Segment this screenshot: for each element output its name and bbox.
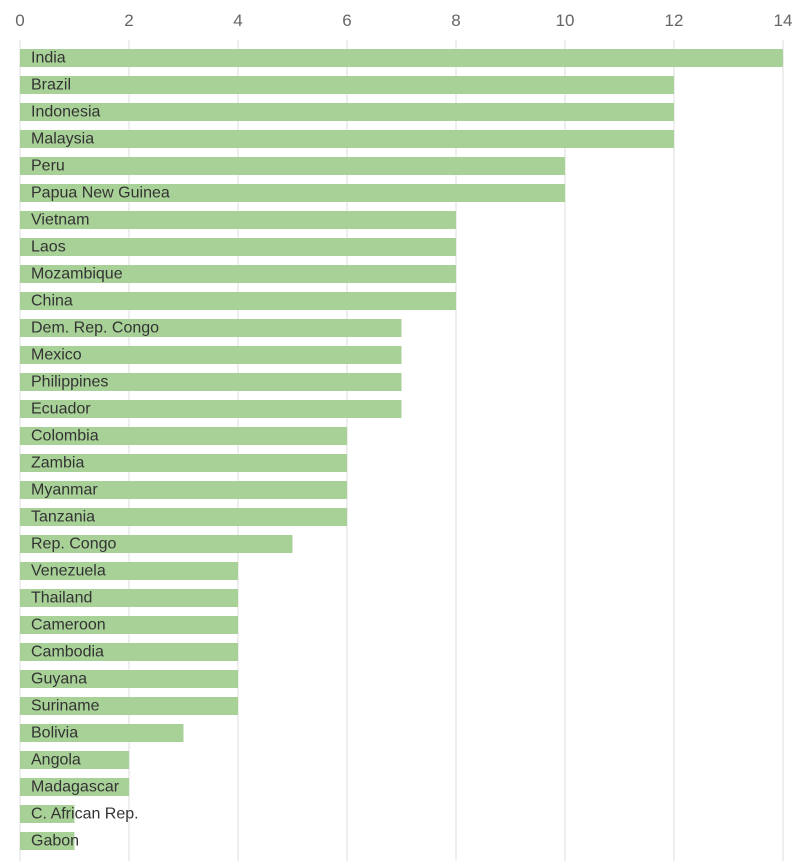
category-label: Laos (31, 239, 66, 256)
category-label: Thailand (31, 590, 92, 607)
bar (20, 373, 402, 391)
category-label: Guyana (31, 671, 87, 688)
x-tick-label: 8 (451, 11, 460, 30)
bar (20, 292, 456, 310)
category-label: Madagascar (31, 779, 120, 796)
bar (20, 589, 238, 607)
category-label: India (31, 50, 66, 67)
bars (20, 49, 783, 850)
category-label: Mozambique (31, 266, 123, 283)
x-tick-label: 4 (233, 11, 242, 30)
x-axis-ticks: 0 2 4 6 8 10 12 14 (15, 11, 792, 30)
bar (20, 535, 293, 553)
bar (20, 481, 347, 499)
bar (20, 751, 129, 769)
category-label: Dem. Rep. Congo (31, 320, 159, 337)
category-labels: India Brazil Indonesia Malaysia Peru Papua Ne… (31, 50, 170, 850)
bar (20, 211, 456, 229)
bar (20, 778, 129, 796)
x-tick-label: 12 (665, 11, 684, 30)
bar (20, 670, 238, 688)
category-label: Cameroon (31, 617, 106, 634)
category-label: Zambia (31, 455, 84, 472)
bar (20, 616, 238, 634)
bar (20, 832, 75, 850)
category-label: Bolivia (31, 725, 78, 742)
x-tick-label: 10 (556, 11, 575, 30)
bar (20, 319, 402, 337)
bar (20, 238, 456, 256)
bar (20, 103, 674, 121)
category-label: Suriname (31, 698, 100, 715)
category-label: Brazil (31, 77, 71, 94)
bar (20, 157, 565, 175)
category-label: Indonesia (31, 104, 100, 121)
bar (20, 454, 347, 472)
gridlines (19, 40, 784, 861)
bar (20, 805, 75, 823)
category-label: Philippines (31, 374, 108, 391)
bar (20, 184, 565, 202)
bar (20, 724, 184, 742)
category-label: Rep. Congo (31, 536, 116, 553)
category-label: Mexico (31, 347, 82, 364)
category-label: China (31, 293, 73, 310)
category-label: Myanmar (31, 482, 98, 499)
bar (20, 400, 402, 418)
category-label: Papua New Guinea (31, 185, 170, 202)
category-label: Malaysia (31, 131, 94, 148)
x-tick-label: 0 (15, 11, 24, 30)
bar (20, 346, 402, 364)
category-label: Vietnam (31, 212, 89, 229)
x-tick-label: 6 (342, 11, 351, 30)
category-label: Ecuador (31, 401, 91, 418)
bar (20, 49, 783, 67)
x-tick-label: 14 (774, 11, 793, 30)
category-label: Colombia (31, 428, 99, 445)
bar (20, 265, 456, 283)
bar (20, 643, 238, 661)
category-label: Peru (31, 158, 65, 175)
x-tick-label: 2 (124, 11, 133, 30)
category-label: C. African Rep. (31, 806, 139, 823)
category-label: Tanzania (31, 509, 95, 526)
bar (20, 76, 674, 94)
bar (20, 508, 347, 526)
bar (20, 697, 238, 715)
category-label: Angola (31, 752, 81, 769)
category-label: Cambodia (31, 644, 104, 661)
bar (20, 562, 238, 580)
bar (20, 130, 674, 148)
category-label: Venezuela (31, 563, 106, 580)
category-label: Gabon (31, 833, 79, 850)
bar (20, 427, 347, 445)
